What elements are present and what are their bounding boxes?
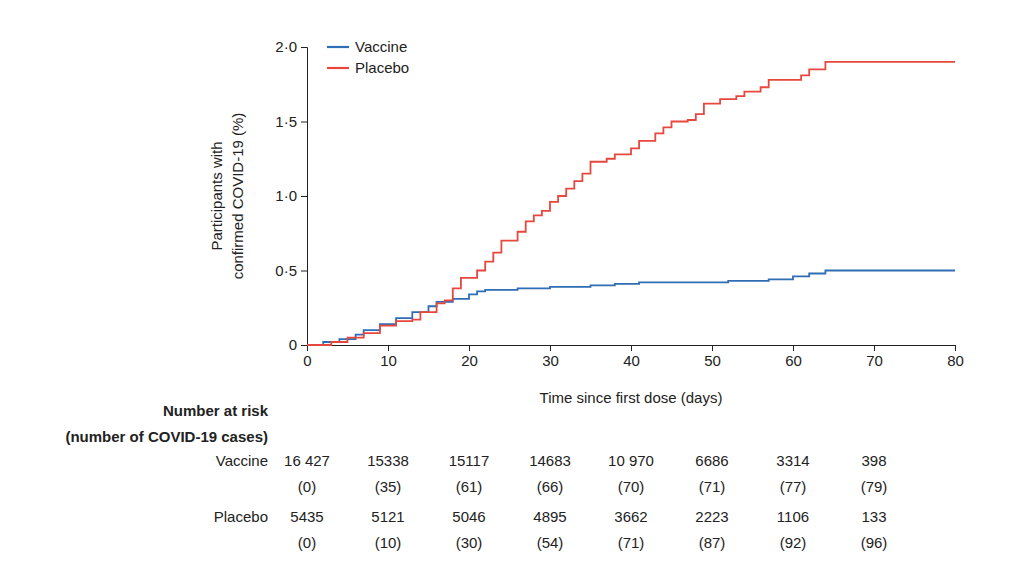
y-tick-label: 0·5 (275, 262, 297, 279)
y-tick: 0 (289, 336, 307, 353)
y-tick-mark (301, 345, 307, 346)
x-tick: 60 (785, 345, 802, 369)
x-tick-label: 10 (380, 352, 397, 369)
at-risk-count: 15338 (367, 452, 409, 469)
x-tick-mark (631, 345, 632, 351)
y-tick: 1·0 (275, 187, 307, 204)
y-tick: 0·5 (275, 262, 307, 279)
y-tick: 2·0 (275, 38, 307, 55)
case-count: (10) (375, 534, 402, 551)
legend-label: Vaccine (355, 38, 407, 55)
at-risk-count: 6686 (695, 452, 728, 469)
x-tick: 50 (704, 345, 721, 369)
x-tick: 80 (947, 345, 964, 369)
case-count: (92) (780, 534, 807, 551)
legend-swatch (327, 67, 349, 69)
at-risk-count: 5435 (290, 508, 323, 525)
case-count: (79) (861, 478, 888, 495)
case-count: (77) (780, 478, 807, 495)
at-risk-count: 5046 (452, 508, 485, 525)
at-risk-count: 3662 (614, 508, 647, 525)
x-tick-mark (955, 345, 956, 351)
x-tick: 30 (542, 345, 559, 369)
y-axis-line (301, 48, 308, 346)
at-risk-count: 3314 (776, 452, 809, 469)
y-tick-label: 2·0 (275, 38, 297, 55)
case-count: (35) (375, 478, 402, 495)
x-axis-line (308, 346, 956, 352)
at-risk-count: 398 (861, 452, 886, 469)
y-axis: 0 0·5 1·0 1·5 2·0 (275, 38, 307, 353)
risk-table: Number at risk (number of COVID-19 cases)… (65, 402, 887, 551)
x-tick-mark (550, 345, 551, 351)
case-count: (71) (699, 478, 726, 495)
y-tick-mark (301, 271, 307, 272)
at-risk-count: 16 427 (284, 452, 330, 469)
risk-row-label: Placebo (214, 508, 268, 525)
at-risk-count: 15117 (449, 452, 490, 469)
x-axis-title: Time since first dose (days) (540, 389, 723, 406)
x-tick-mark (793, 345, 794, 351)
y-tick: 1·5 (275, 113, 307, 130)
case-count: (30) (456, 534, 483, 551)
x-tick-label: 0 (303, 352, 311, 369)
y-tick-label: 1·5 (275, 113, 297, 130)
chart-container: 0 10 20 30 40 50 60 70 80 0 0·5 1·0 1·5 2·0 Time since… (0, 0, 1024, 577)
x-tick-mark (388, 345, 389, 351)
x-tick-label: 60 (785, 352, 802, 369)
y-tick-label: 0 (289, 336, 297, 353)
case-count: (87) (699, 534, 726, 551)
x-tick: 20 (461, 345, 478, 369)
risk-row-label: Vaccine (216, 452, 268, 469)
x-tick-label: 70 (866, 352, 883, 369)
case-count: (61) (456, 478, 483, 495)
x-tick-mark (469, 345, 470, 351)
at-risk-count: 10 970 (608, 452, 654, 469)
at-risk-count: 1106 (777, 508, 809, 525)
x-tick: 10 (380, 345, 397, 369)
case-count: (0) (298, 478, 316, 495)
case-count: (54) (537, 534, 564, 551)
legend: Vaccine Placebo (327, 38, 409, 76)
at-risk-count: 14683 (529, 452, 571, 469)
case-count: (66) (537, 478, 564, 495)
y-tick-mark (301, 122, 307, 123)
x-axis: 0 10 20 30 40 50 60 70 80 (303, 345, 964, 369)
case-count: (96) (861, 534, 888, 551)
x-tick-label: 20 (461, 352, 478, 369)
legend-swatch (327, 46, 349, 48)
y-tick-mark (301, 47, 307, 48)
series-line (307, 271, 955, 346)
x-tick-label: 80 (947, 352, 964, 369)
x-tick-mark (874, 345, 875, 351)
x-tick: 40 (623, 345, 640, 369)
y-axis-title: Participants with (208, 141, 225, 250)
at-risk-count: 133 (861, 508, 886, 525)
at-risk-count: 4895 (533, 508, 566, 525)
x-tick-mark (712, 345, 713, 351)
case-count: (0) (298, 534, 316, 551)
case-count: (70) (618, 478, 645, 495)
legend-label: Placebo (355, 59, 409, 76)
x-tick-label: 50 (704, 352, 721, 369)
risk-table-title: (number of COVID-19 cases) (65, 428, 268, 445)
x-tick: 0 (303, 345, 311, 369)
x-tick-label: 30 (542, 352, 559, 369)
y-axis-title: confirmed COVID-19 (%) (229, 113, 246, 280)
case-count: (71) (618, 534, 645, 551)
x-tick-label: 40 (623, 352, 640, 369)
y-tick-label: 1·0 (275, 187, 297, 204)
x-tick: 70 (866, 345, 883, 369)
chart-svg: 0 10 20 30 40 50 60 70 80 0 0·5 1·0 1·5 2·0 Time since… (0, 0, 1024, 577)
at-risk-count: 2223 (695, 508, 728, 525)
at-risk-count: 5121 (371, 508, 404, 525)
plot-area (307, 62, 955, 345)
risk-table-title: Number at risk (163, 402, 269, 419)
series-line (307, 62, 955, 345)
y-tick-mark (301, 196, 307, 197)
